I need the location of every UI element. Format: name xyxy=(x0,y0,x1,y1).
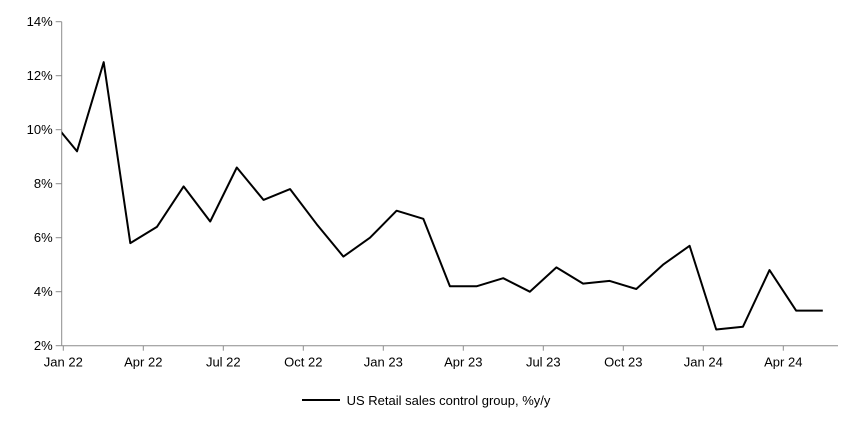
y-tick-label: 14% xyxy=(27,14,53,29)
data-line-us-retail-sales-control-group xyxy=(61,61,823,331)
x-tick-label: Apr 24 xyxy=(764,355,802,370)
y-tick-label: 4% xyxy=(34,284,53,299)
x-tick-label: Jan 24 xyxy=(684,355,723,370)
x-tick-label: Jan 23 xyxy=(364,355,403,370)
x-tick-label: Jan 22 xyxy=(44,355,83,370)
y-tick-label: 6% xyxy=(34,230,53,245)
legend-label: US Retail sales control group, %y/y xyxy=(346,392,551,408)
x-tick-label: Apr 23 xyxy=(444,355,482,370)
legend: US Retail sales control group, %y/y xyxy=(0,390,852,410)
legend-line-sample-icon xyxy=(301,399,340,401)
x-tick-label: Apr 22 xyxy=(124,355,162,370)
x-tick-label: Jul 23 xyxy=(526,355,561,370)
y-tick-label: 12% xyxy=(27,68,53,83)
y-tick-label: 8% xyxy=(34,176,53,191)
y-tick-label: 2% xyxy=(34,338,53,353)
y-tick-label: 10% xyxy=(27,122,53,137)
x-tick-label: Oct 23 xyxy=(604,355,642,370)
line-chart-plot-area: 2% 4% 6% 8% 10% 12% 14% Jan 22 Apr 22 Jul 22 Oct 2… xyxy=(27,14,838,370)
x-tick-label: Jul 22 xyxy=(206,355,241,370)
x-tick-label: Oct 22 xyxy=(284,355,322,370)
